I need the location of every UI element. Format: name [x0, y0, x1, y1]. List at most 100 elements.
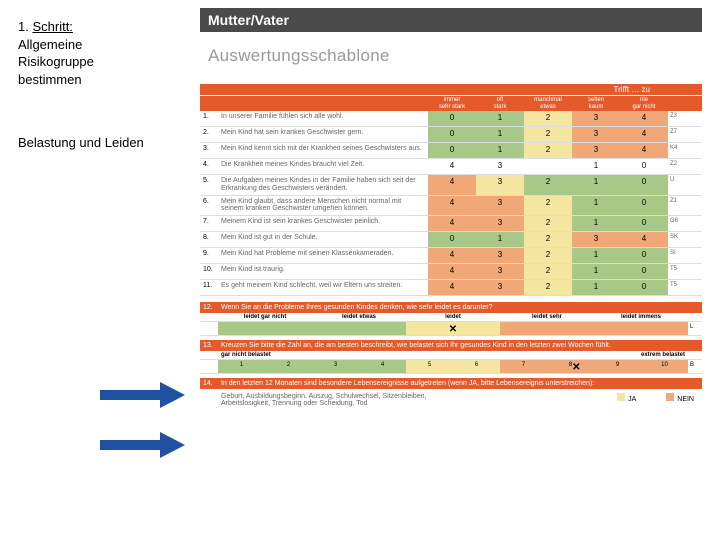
nein-checkbox[interactable]: NEIN [666, 393, 694, 407]
value-cell: 0 [428, 232, 476, 247]
value-cell: 4 [620, 111, 668, 126]
row-desc: Es geht meinem Kind schlecht, weil wir E… [218, 280, 428, 295]
instr-line2: Risikogruppe [18, 54, 94, 69]
value-cell: 1 [476, 111, 524, 126]
table-row: 10.Mein Kind ist traurig.43210T5 [200, 264, 702, 280]
value-cell: 3 [476, 248, 524, 263]
q13-text: Kreuzen Sie bitte die Zahl an, die am be… [218, 340, 702, 351]
value-cell: 1 [476, 143, 524, 158]
arrow-2-icon [100, 432, 185, 458]
value-cell: 1 [572, 216, 620, 231]
value-cell: 0 [428, 143, 476, 158]
value-cell: 4 [620, 127, 668, 142]
table-row: 9.Mein Kind hat Probleme mit seinen Klas… [200, 248, 702, 264]
scale-header-row: immersehr starkoftstarkmanchmaletwasselt… [200, 96, 702, 111]
value-cell: 3 [572, 143, 620, 158]
q13-left-label: gar nicht belastet [218, 351, 453, 359]
row-desc: Mein Kind ist traurig. [218, 264, 428, 279]
value-cell: 0 [620, 248, 668, 263]
value-cell: 1 [572, 280, 620, 295]
value-cell: 3 [476, 264, 524, 279]
row-num: 2. [200, 127, 218, 142]
question-12: 12. Wenn Sie an die Probleme Ihres gesun… [200, 302, 702, 336]
q14-text: In den letzten 12 Monaten sind besondere… [218, 378, 702, 389]
row-desc: Mein Kind hat Probleme mit seinen Klasse… [218, 248, 428, 263]
q12-scale-label: leidet etwas [312, 313, 406, 321]
q12-scale-label: leidet sehr [500, 313, 594, 321]
value-cell: 0 [620, 175, 668, 194]
instr-line3: bestimmen [18, 72, 82, 87]
value-cell: 2 [524, 232, 572, 247]
step-label: Schritt: [32, 19, 72, 34]
q13-right-label: extrem belastet [453, 351, 688, 359]
row-num: 5. [200, 175, 218, 194]
value-cell: 4 [428, 248, 476, 263]
row-num: 8. [200, 232, 218, 247]
value-cell: 2 [524, 127, 572, 142]
row-side: T5 [668, 280, 686, 295]
row-side: Z3 [668, 111, 686, 126]
value-cell: 3 [476, 159, 524, 174]
row-side: Z2 [668, 159, 686, 174]
value-cell: 3 [572, 127, 620, 142]
value-cell: 4 [428, 280, 476, 295]
value-cell: 0 [620, 264, 668, 279]
q12-scale-label: leidet immens [594, 313, 688, 321]
q13-num: 13. [200, 340, 218, 351]
q13-cell: 4 [359, 360, 406, 373]
value-cell: 1 [572, 175, 620, 194]
row-side: Z1 [668, 196, 686, 215]
questionnaire-panel: Mutter/Vater Auswertungsschablone Trifft… [200, 8, 702, 411]
trifft-label: Trifft … zu [200, 84, 702, 96]
value-cell: 4 [620, 232, 668, 247]
row-num: 9. [200, 248, 218, 263]
row-desc: Mein Kind kennt sich mit der Krankheit s… [218, 143, 428, 158]
value-cell: 1 [572, 248, 620, 263]
value-cell: 0 [620, 159, 668, 174]
value-cell: 0 [620, 216, 668, 231]
table-row: 7.Meinem Kind ist sein krankes Geschwist… [200, 216, 702, 232]
table-row: 3.Mein Kind kennt sich mit der Krankheit… [200, 143, 702, 159]
value-cell: 1 [572, 264, 620, 279]
row-num: 4. [200, 159, 218, 174]
value-cell: 2 [524, 196, 572, 215]
value-cell: 2 [524, 264, 572, 279]
q13-cell: 3 [312, 360, 359, 373]
row-desc: Meinem Kind ist sein krankes Geschwister… [218, 216, 428, 231]
value-cell: 4 [428, 159, 476, 174]
row-desc: Die Krankheit meines Kindes braucht viel… [218, 159, 428, 174]
x-mark-13: ✕ [572, 362, 580, 373]
scale-header: niegar nicht [620, 96, 668, 111]
row-desc: Mein Kind ist gut in der Schule. [218, 232, 428, 247]
value-cell: 1 [476, 127, 524, 142]
row-num: 10. [200, 264, 218, 279]
row-side: SI [668, 248, 686, 263]
q13-cell: 5 [406, 360, 453, 373]
table-row: 4.Die Krankheit meines Kindes braucht vi… [200, 159, 702, 175]
x-mark-12: ✕ [449, 324, 457, 335]
value-cell: 4 [428, 264, 476, 279]
scale-header: manchmaletwas [524, 96, 572, 111]
row-desc: In unserer Familie fühlen sich alle wohl… [218, 111, 428, 126]
arrow-1-icon [100, 382, 185, 408]
value-cell: 0 [620, 280, 668, 295]
value-cell: 1 [572, 159, 620, 174]
value-cell: 3 [572, 111, 620, 126]
ja-checkbox[interactable]: JA [617, 393, 636, 407]
table-row: 1.In unserer Familie fühlen sich alle wo… [200, 111, 702, 127]
scale-header: immersehr stark [428, 96, 476, 111]
row-num: 6. [200, 196, 218, 215]
question-13: 13. Kreuzen Sie bitte die Zahl an, die a… [200, 340, 702, 374]
row-side: K4 [668, 143, 686, 158]
row-num: 11. [200, 280, 218, 295]
subtitle: Auswertungsschablone [200, 32, 702, 84]
value-cell: 4 [428, 216, 476, 231]
value-cell: 3 [476, 175, 524, 194]
value-cell: 0 [620, 196, 668, 215]
q12-num: 12. [200, 302, 218, 313]
value-cell: 3 [476, 280, 524, 295]
table-row: 8.Mein Kind ist gut in der Schule.01234S… [200, 232, 702, 248]
instr-line1: Allgemeine [18, 37, 82, 52]
value-cell: 0 [428, 111, 476, 126]
table-row: 11.Es geht meinem Kind schlecht, weil wi… [200, 280, 702, 296]
